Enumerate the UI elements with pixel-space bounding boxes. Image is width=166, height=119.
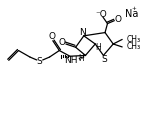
Text: Na: Na — [125, 9, 138, 19]
Text: ⁺: ⁺ — [131, 6, 136, 15]
Text: O: O — [48, 32, 55, 41]
Text: O: O — [58, 38, 65, 47]
Text: H: H — [78, 54, 84, 63]
Text: ⁻O: ⁻O — [96, 10, 107, 19]
Text: S: S — [102, 55, 108, 64]
Text: CH₃: CH₃ — [127, 42, 141, 51]
Text: O: O — [114, 15, 122, 24]
Text: S: S — [37, 57, 43, 66]
Text: NH: NH — [64, 56, 78, 65]
Text: H: H — [95, 43, 101, 52]
Text: N: N — [80, 28, 86, 37]
Text: CH₃: CH₃ — [127, 35, 141, 44]
